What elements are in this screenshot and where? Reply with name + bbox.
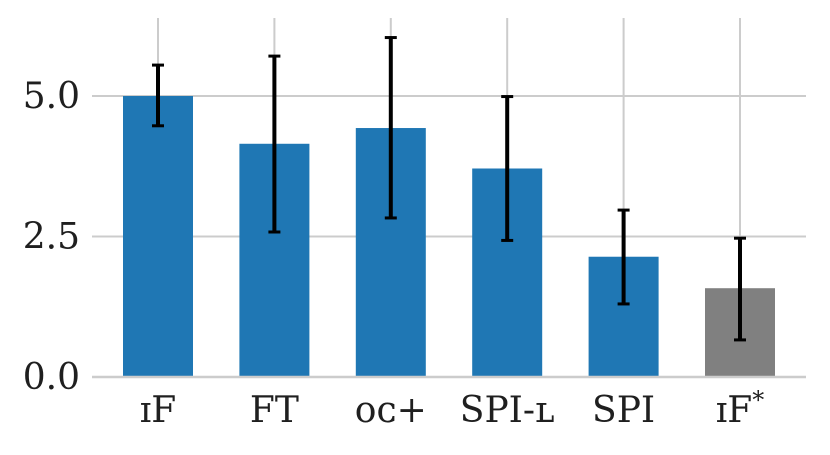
tick-label-layer: 0.02.55.0ɪF FT ᴏᴄ+ SPI-ʟ SPI ɪF*: [23, 76, 765, 431]
error-bar: [617, 208, 630, 306]
x-tick-label-text: ᴏᴄ+: [355, 390, 427, 431]
y-tick-label: 0.0: [23, 357, 80, 398]
error-bar: [501, 95, 514, 242]
bar: [123, 96, 193, 377]
x-tick-label-text: FT: [250, 390, 299, 431]
grid-layer: [92, 18, 806, 377]
x-tick-label: SPI-ʟ: [460, 390, 555, 431]
error-bar: [152, 63, 164, 128]
error-bar-layer: [152, 36, 746, 342]
y-tick-label: 5.0: [23, 76, 80, 117]
x-tick-label-text: SPI: [592, 390, 655, 431]
x-tick-label: SPI: [592, 390, 655, 431]
y-tick-label: 2.5: [23, 217, 80, 258]
x-tick-label: ɪF*: [716, 386, 765, 431]
x-tick-label-text: SPI-ʟ: [460, 390, 555, 431]
error-bar: [734, 236, 746, 342]
x-tick-label: ɪF: [140, 390, 177, 431]
x-tick-label: FT: [250, 390, 299, 431]
x-tick-label-text: ɪF: [716, 390, 753, 431]
error-bar: [268, 54, 281, 234]
error-bar: [384, 36, 397, 220]
x-tick-label: ᴏᴄ+: [355, 390, 427, 431]
x-tick-label-superscript: *: [752, 386, 764, 414]
x-tick-label-text: ɪF: [140, 390, 177, 431]
